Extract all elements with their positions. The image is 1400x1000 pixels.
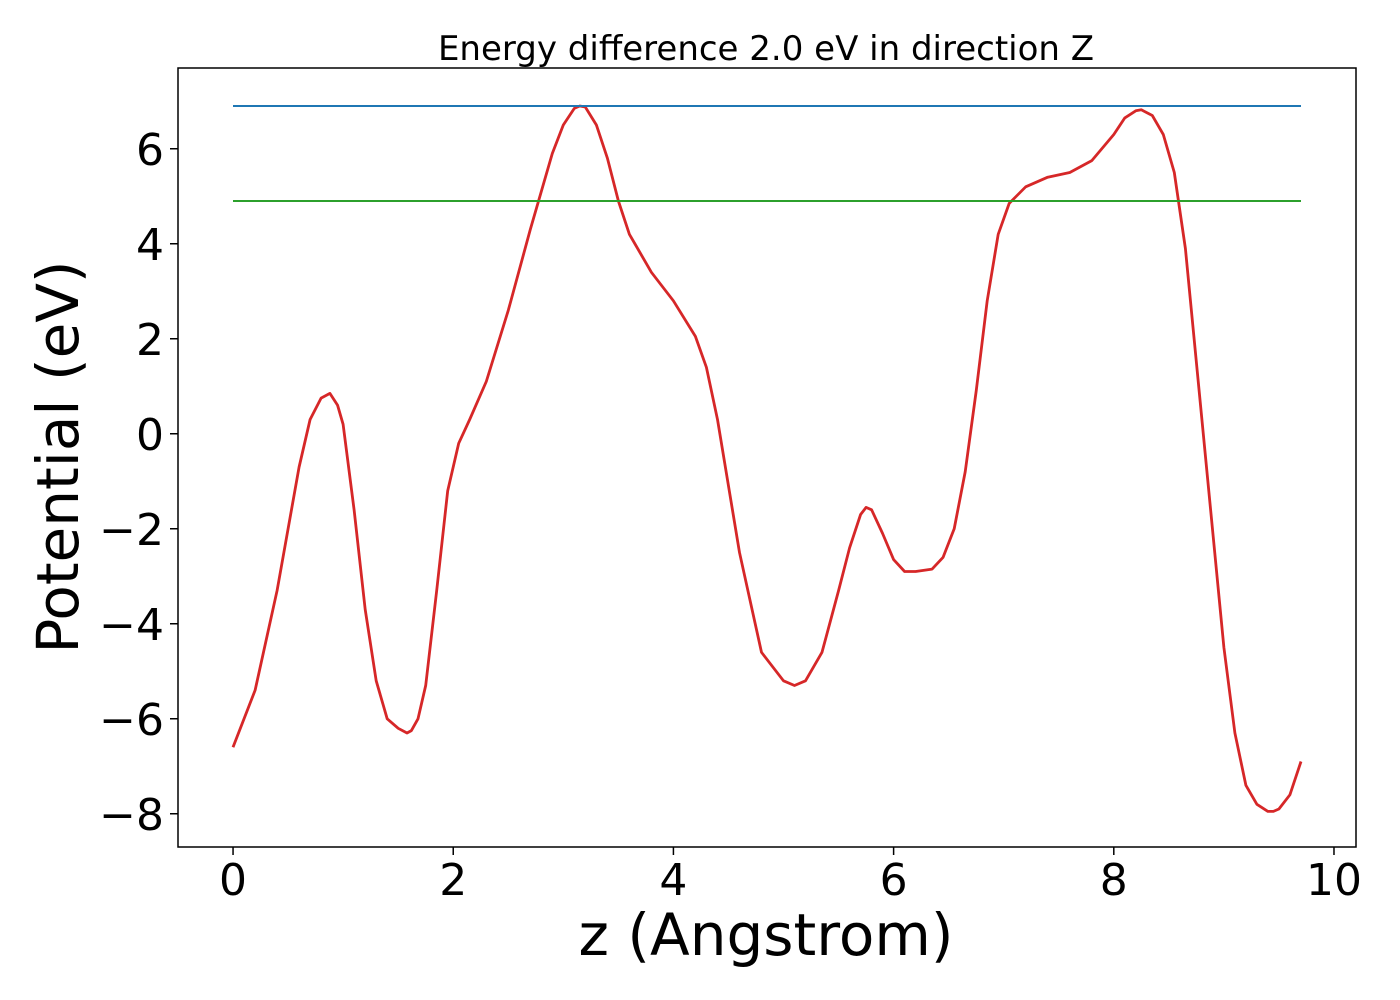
y-tick-label: 6 — [136, 125, 164, 176]
x-tick-label: 10 — [1306, 855, 1362, 906]
x-tick-label: 6 — [880, 855, 908, 906]
potential-curve — [231, 104, 1303, 813]
y-tick-label: −8 — [99, 790, 164, 841]
y-axis-ticks: −8 −6 −4 −2 0 2 4 6 — [99, 125, 178, 841]
x-tick-label: 8 — [1100, 855, 1128, 906]
plot-lines — [231, 104, 1303, 813]
y-tick-label: −6 — [99, 695, 164, 746]
y-tick-label: 2 — [136, 315, 164, 366]
y-tick-label: −4 — [99, 600, 164, 651]
y-tick-label: 4 — [136, 220, 164, 271]
x-axis-ticks: 0 2 4 6 8 10 — [219, 847, 1362, 906]
y-axis-label: Potential (eV) — [24, 260, 92, 653]
y-tick-label: 0 — [136, 410, 164, 461]
x-tick-label: 4 — [659, 855, 687, 906]
chart-title: Energy difference 2.0 eV in direction Z — [438, 29, 1094, 69]
x-tick-label: 0 — [219, 855, 247, 906]
plot-frame — [177, 67, 1357, 848]
x-tick-label: 2 — [439, 855, 467, 906]
y-tick-label: −2 — [99, 505, 164, 556]
x-axis-label: z (Angstrom) — [579, 901, 954, 969]
